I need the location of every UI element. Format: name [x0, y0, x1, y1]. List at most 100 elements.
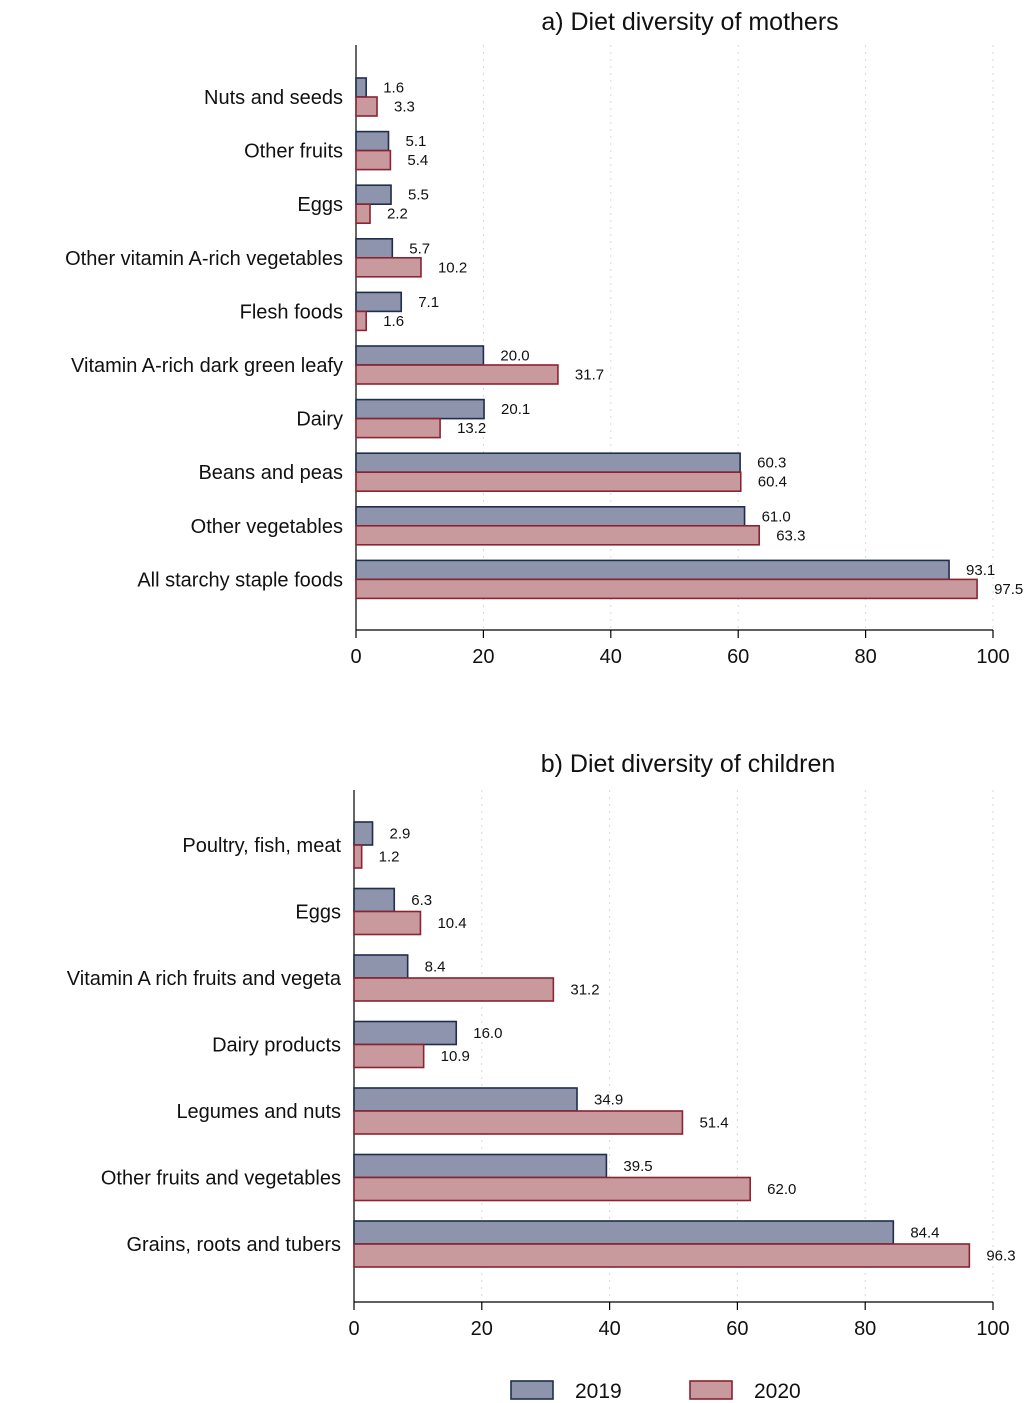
bar-2019-6 — [353, 1220, 895, 1245]
x-tick-label: 40 — [598, 1318, 620, 1340]
category-label: Dairy — [296, 409, 343, 431]
data-label: 5.1 — [405, 133, 426, 150]
bar-2020-2 — [355, 203, 371, 224]
bar-2020-6 — [353, 1243, 971, 1268]
bar-2019-3 — [355, 238, 394, 259]
data-label: 96.3 — [986, 1248, 1015, 1265]
bar-2019-7 — [355, 452, 741, 474]
bar-2020-7 — [355, 471, 742, 493]
data-label: 34.9 — [594, 1092, 623, 1109]
legend-label: 2019 — [575, 1380, 622, 1403]
category-label: Poultry, fish, meat — [182, 835, 341, 857]
x-tick-label: 0 — [350, 646, 361, 668]
bar-2019-6 — [355, 398, 485, 420]
bar-2020-0 — [355, 96, 378, 117]
category-label: Other vegetables — [191, 516, 343, 538]
category-label: Vitamin A rich fruits and vegeta — [67, 968, 342, 990]
bar-2019-0 — [353, 821, 374, 846]
data-label: 2.2 — [387, 206, 408, 223]
category-label: Other vitamin A-rich vegetables — [65, 248, 343, 270]
bar-2020-9 — [355, 578, 978, 600]
bar-2019-4 — [353, 1087, 578, 1112]
bar-2019-2 — [355, 184, 392, 205]
data-label: 1.6 — [383, 80, 404, 97]
bar-2019-1 — [355, 130, 390, 152]
data-label: 93.1 — [966, 562, 995, 579]
bar-2019-1 — [353, 887, 396, 913]
data-label: 1.6 — [383, 313, 404, 330]
bar-2020-8 — [355, 524, 761, 546]
bar-2019-5 — [353, 1153, 608, 1179]
x-tick-label: 40 — [600, 646, 622, 668]
category-label: Vitamin A-rich dark green leafy — [71, 355, 343, 377]
bar-2019-8 — [355, 505, 746, 527]
category-label: Eggs — [297, 194, 343, 216]
data-label: 39.5 — [623, 1158, 652, 1175]
category-label: Eggs — [295, 902, 341, 924]
bar-2020-3 — [355, 256, 422, 278]
bar-2019-4 — [355, 291, 403, 313]
data-label: 61.0 — [762, 508, 791, 525]
x-tick-label: 80 — [854, 1318, 876, 1340]
category-label: Nuts and seeds — [204, 87, 343, 109]
bar-2020-4 — [353, 1110, 684, 1135]
x-tick-label: 60 — [727, 646, 749, 668]
bar-2020-5 — [353, 1176, 751, 1202]
data-label: 16.0 — [473, 1025, 502, 1042]
category-label: Other fruits — [244, 141, 343, 163]
panel-title: b) Diet diversity of children — [541, 750, 836, 778]
data-label: 5.7 — [409, 240, 430, 257]
data-label: 31.2 — [570, 982, 599, 999]
legend-swatch — [510, 1380, 554, 1400]
category-label: Other fruits and vegetables — [101, 1168, 341, 1190]
x-tick-label: 20 — [471, 1318, 493, 1340]
data-label: 84.4 — [910, 1225, 939, 1242]
bar-2020-1 — [353, 910, 422, 936]
bar-2019-3 — [353, 1020, 458, 1046]
bar-2020-1 — [355, 149, 392, 171]
data-label: 10.2 — [438, 259, 467, 276]
bar-2020-4 — [355, 310, 367, 332]
data-label: 20.1 — [501, 401, 530, 418]
bar-2019-9 — [355, 559, 950, 581]
data-label: 10.4 — [437, 915, 466, 932]
x-tick-label: 100 — [976, 1318, 1009, 1340]
data-label: 31.7 — [575, 367, 604, 384]
data-label: 62.0 — [767, 1181, 796, 1198]
legend-swatch — [689, 1380, 733, 1400]
category-label: Flesh foods — [240, 301, 343, 323]
category-label: All starchy staple foods — [137, 569, 343, 591]
data-label: 63.3 — [776, 527, 805, 544]
data-label: 13.2 — [457, 420, 486, 437]
category-label: Legumes and nuts — [176, 1101, 341, 1123]
legend-label: 2020 — [754, 1380, 801, 1403]
data-label: 5.5 — [408, 187, 429, 204]
data-label: 2.9 — [390, 826, 411, 843]
data-label: 10.9 — [441, 1048, 470, 1065]
x-tick-label: 60 — [726, 1318, 748, 1340]
data-label: 20.0 — [500, 348, 529, 365]
bar-2019-5 — [355, 345, 485, 366]
x-tick-label: 100 — [976, 646, 1009, 668]
x-tick-label: 20 — [472, 646, 494, 668]
bar-2020-2 — [353, 977, 555, 1002]
category-label: Grains, roots and tubers — [126, 1234, 341, 1256]
category-label: Dairy products — [212, 1035, 341, 1057]
bar-2020-0 — [353, 844, 363, 869]
panel-title: a) Diet diversity of mothers — [541, 8, 838, 36]
x-tick-label: 0 — [348, 1318, 359, 1340]
data-label: 3.3 — [394, 99, 415, 116]
data-label: 7.1 — [418, 294, 439, 311]
bar-2020-3 — [353, 1043, 425, 1069]
bar-2019-2 — [353, 954, 409, 979]
category-label: Beans and peas — [198, 462, 343, 484]
legend: 2019 2020 — [510, 1380, 801, 1403]
data-label: 60.3 — [757, 455, 786, 472]
data-label: 97.5 — [994, 581, 1023, 598]
data-label: 5.4 — [407, 152, 428, 169]
data-label: 51.4 — [699, 1115, 728, 1132]
data-label: 6.3 — [411, 892, 432, 909]
x-tick-label: 80 — [854, 646, 876, 668]
bar-2020-6 — [355, 417, 441, 439]
